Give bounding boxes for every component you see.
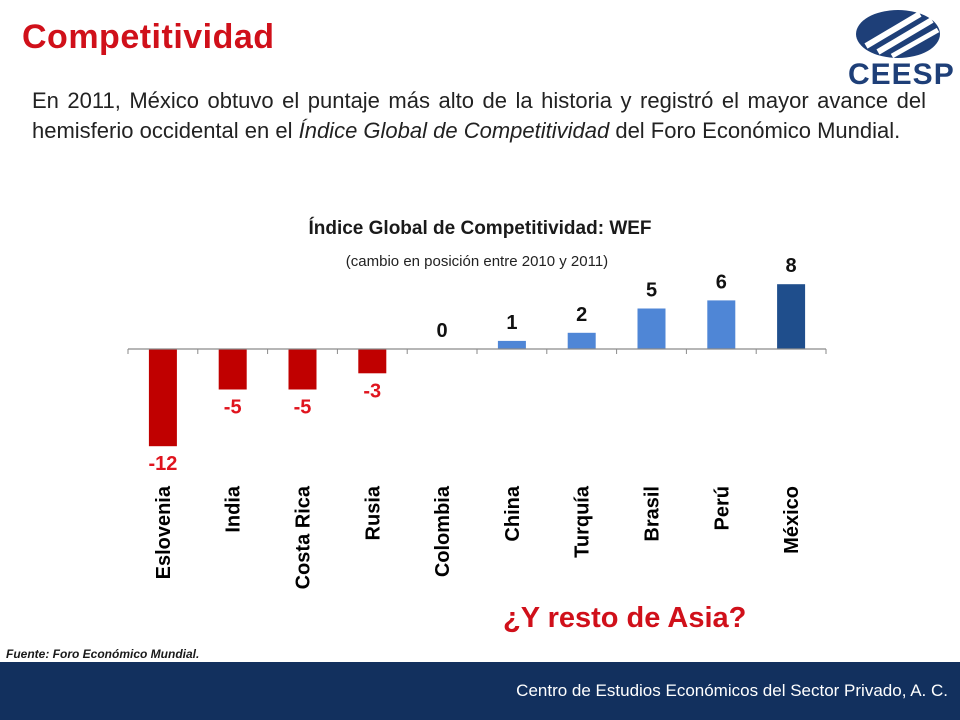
page-title: Competitividad <box>22 18 275 56</box>
chart-title: Índice Global de Competitividad: WEF <box>308 217 651 239</box>
bar-costa-rica <box>288 349 317 390</box>
category-label: India <box>223 485 245 533</box>
bar-perú <box>707 300 736 349</box>
data-label: 6 <box>716 271 727 293</box>
source-note: Fuente: Foro Económico Mundial. <box>6 647 200 661</box>
category-label: México <box>781 486 803 554</box>
bar-brasil <box>637 308 666 349</box>
category-label: Colombia <box>432 485 454 577</box>
category-label: Rusia <box>362 485 384 540</box>
asia-question: ¿Y resto de Asia? <box>503 602 747 634</box>
data-label: -3 <box>363 380 381 402</box>
logo-emblem-icon <box>856 10 940 59</box>
bar-rusia <box>358 349 387 374</box>
data-label: -5 <box>224 397 242 419</box>
data-label: -12 <box>148 453 177 475</box>
competitiveness-bar-chart: Índice Global de Competitividad: WEF (cam… <box>127 217 827 589</box>
chart-subtitle: (cambio en posición entre 2010 y 2011) <box>346 253 608 270</box>
data-label: 8 <box>786 255 797 277</box>
ceesp-logo: CEESP <box>848 6 955 98</box>
category-label: China <box>502 485 524 541</box>
bar-china <box>497 340 526 349</box>
category-label: Eslovenia <box>153 485 175 579</box>
data-label: 1 <box>506 312 517 334</box>
intro-text-start: En 2011, México obtuvo el puntaje más al… <box>32 88 926 143</box>
category-label: Brasil <box>642 486 664 542</box>
bar-india <box>218 349 247 390</box>
data-label: 0 <box>437 320 448 342</box>
data-label: 5 <box>646 280 657 302</box>
intro-paragraph: En 2011, México obtuvo el puntaje más al… <box>32 86 926 146</box>
footer-organization: Centro de Estudios Económicos del Sector… <box>516 681 948 700</box>
data-label: 2 <box>576 304 587 326</box>
footer-bar: Centro de Estudios Económicos del Sector… <box>0 662 960 720</box>
bar-turquía <box>567 332 596 349</box>
logo-text: CEESP <box>848 58 955 91</box>
bar-méxico <box>777 284 806 349</box>
data-label: -5 <box>294 397 312 419</box>
category-label: Turquía <box>572 485 594 558</box>
intro-text-end: del Foro Económico Mundial. <box>609 118 901 143</box>
bar-eslovenia <box>148 349 177 447</box>
intro-text-index-name: Índice Global de Competitividad <box>298 118 610 143</box>
category-label: Costa Rica <box>293 485 315 589</box>
category-label: Perú <box>711 486 733 530</box>
